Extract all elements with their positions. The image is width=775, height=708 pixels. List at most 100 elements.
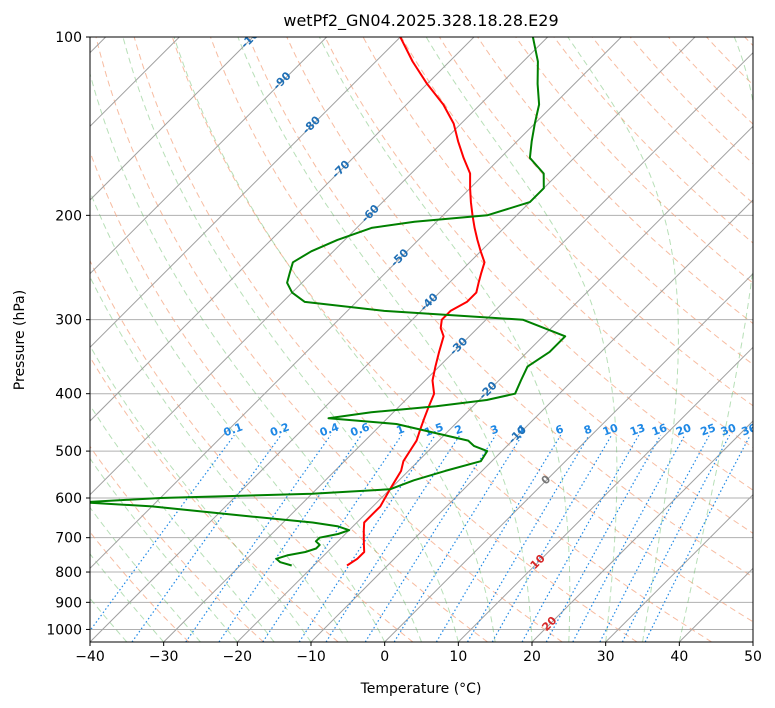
line-labels: 0.1 0.2 0.4 0.6 1 1.5 2 3 4 6 8 10 13 16 20 25 30 36-100-… bbox=[222, 37, 759, 634]
y-tick-label: 300 bbox=[55, 313, 82, 329]
mixing-ratio-label: 3 bbox=[489, 422, 501, 437]
y-tick-label: 600 bbox=[55, 491, 82, 507]
moist-adiabat bbox=[318, 37, 571, 642]
plot-area: 0.1 0.2 0.4 0.6 1 1.5 2 3 4 6 8 10 13 16 20 25 30 36-100-… bbox=[90, 37, 759, 642]
x-tick-label: 10 bbox=[449, 649, 467, 665]
chart-title: wetPf2_GN04.2025.328.18.28.E29 bbox=[283, 11, 558, 31]
x-tick-label: 0 bbox=[380, 649, 389, 665]
y-tick-label: 1000 bbox=[46, 622, 82, 638]
isotherm bbox=[90, 37, 696, 642]
mixing-ratio-line bbox=[572, 434, 686, 642]
dry-adiabat bbox=[171, 37, 712, 642]
moist-adiabat bbox=[173, 37, 496, 642]
isotherm bbox=[90, 37, 401, 349]
mixing-ratio-label: 36 bbox=[740, 421, 759, 439]
dry-adiabat bbox=[400, 37, 753, 407]
isotherm bbox=[310, 199, 753, 642]
x-tick-label: −10 bbox=[296, 649, 326, 665]
moist-adiabat bbox=[90, 345, 312, 642]
mixing-ratio-line bbox=[466, 434, 590, 642]
mixing-ratio-label: 0.2 bbox=[268, 420, 291, 439]
moist-adiabats bbox=[90, 37, 753, 642]
y-tick-label: 200 bbox=[55, 208, 82, 224]
isotherm bbox=[457, 346, 753, 642]
isotherm bbox=[752, 641, 753, 642]
mixing-ratio-line bbox=[298, 434, 436, 642]
isotherm-label: -80 bbox=[300, 113, 323, 136]
isotherm bbox=[90, 37, 328, 275]
mixing-ratio-label: 16 bbox=[650, 421, 669, 439]
x-tick-label: 50 bbox=[744, 649, 762, 665]
mixing-ratio-label: 8 bbox=[582, 422, 594, 437]
dry-adiabat bbox=[210, 37, 753, 623]
dewpoint-profile-line bbox=[90, 37, 567, 567]
isotherm bbox=[90, 37, 475, 422]
dry-adiabat bbox=[744, 37, 753, 47]
moist-adiabat bbox=[122, 37, 459, 642]
mixing-ratio-line bbox=[521, 434, 640, 642]
isotherm-label: -90 bbox=[270, 69, 293, 92]
mixing-ratio-line bbox=[218, 434, 362, 642]
x-tick-label: −30 bbox=[149, 649, 179, 665]
mixing-ratio-line bbox=[435, 434, 562, 642]
mixing-ratio-label: 30 bbox=[719, 421, 738, 439]
moist-adiabat bbox=[237, 37, 533, 642]
profile-series bbox=[90, 37, 567, 567]
x-tick-label: −40 bbox=[75, 649, 105, 665]
axes: −40 −30 −20 −10 0 10 20 30 40 5010020030040050060… bbox=[46, 30, 762, 665]
y-tick-label: 700 bbox=[55, 531, 82, 547]
x-tick-label: 40 bbox=[670, 649, 688, 665]
dry-adiabat bbox=[706, 37, 753, 86]
dry-adiabats bbox=[90, 37, 753, 642]
y-tick-label: 800 bbox=[55, 565, 82, 581]
dry-adiabat bbox=[553, 37, 753, 244]
dry-adiabat bbox=[90, 531, 190, 642]
dry-adiabat bbox=[95, 37, 563, 642]
isotherm bbox=[90, 37, 254, 201]
pressure-gridlines bbox=[90, 37, 753, 630]
moist-adiabat bbox=[90, 404, 275, 642]
x-tick-label: −20 bbox=[223, 649, 253, 665]
mixing-ratio-label: 13 bbox=[628, 421, 647, 438]
y-tick-label: 500 bbox=[55, 444, 82, 460]
dry-adiabat bbox=[629, 37, 753, 165]
isotherms bbox=[90, 37, 753, 642]
x-tick-label: 30 bbox=[597, 649, 615, 665]
x-tick-label: 20 bbox=[523, 649, 541, 665]
y-tick-label: 400 bbox=[55, 387, 82, 403]
isotherm bbox=[384, 272, 753, 642]
isotherm bbox=[90, 37, 549, 496]
mixing-ratio-label: 25 bbox=[699, 421, 718, 438]
y-axis-label: Pressure (hPa) bbox=[12, 290, 28, 390]
mixing-ratio-label: 6 bbox=[554, 422, 566, 437]
dry-adiabat bbox=[477, 37, 753, 325]
mixing-ratio-label: 1 bbox=[395, 422, 407, 437]
moist-adiabat bbox=[678, 37, 753, 642]
dry-adiabat bbox=[90, 356, 339, 642]
mixing-ratio-label: 4 bbox=[515, 422, 527, 437]
isotherm-label: -50 bbox=[388, 246, 411, 269]
mixing-ratio-label: 2 bbox=[453, 422, 465, 437]
moist-adiabat bbox=[90, 190, 386, 642]
mixing-ratio-line bbox=[393, 434, 523, 642]
dry-adiabat bbox=[90, 259, 414, 642]
mixing-ratio-line bbox=[644, 434, 751, 642]
mixing-ratio-line bbox=[599, 434, 710, 642]
mixing-ratio-line bbox=[90, 434, 235, 632]
mixing-ratio-lines bbox=[90, 434, 751, 642]
isotherm-label: 10 bbox=[528, 552, 548, 572]
mixing-ratio-label: 20 bbox=[674, 421, 693, 439]
isotherm bbox=[90, 37, 622, 570]
dry-adiabat bbox=[248, 37, 753, 578]
mixing-ratio-label: 0.1 bbox=[222, 420, 245, 439]
dry-adiabat bbox=[591, 37, 753, 204]
dry-adiabat bbox=[133, 37, 638, 642]
moist-adiabat bbox=[567, 37, 679, 642]
moist-adiabat bbox=[425, 37, 618, 642]
mixing-ratio-line bbox=[364, 434, 497, 642]
mixing-ratio-line bbox=[545, 434, 662, 642]
moist-adiabat bbox=[90, 506, 201, 642]
y-tick-label: 900 bbox=[55, 595, 82, 611]
isotherm bbox=[163, 51, 753, 642]
